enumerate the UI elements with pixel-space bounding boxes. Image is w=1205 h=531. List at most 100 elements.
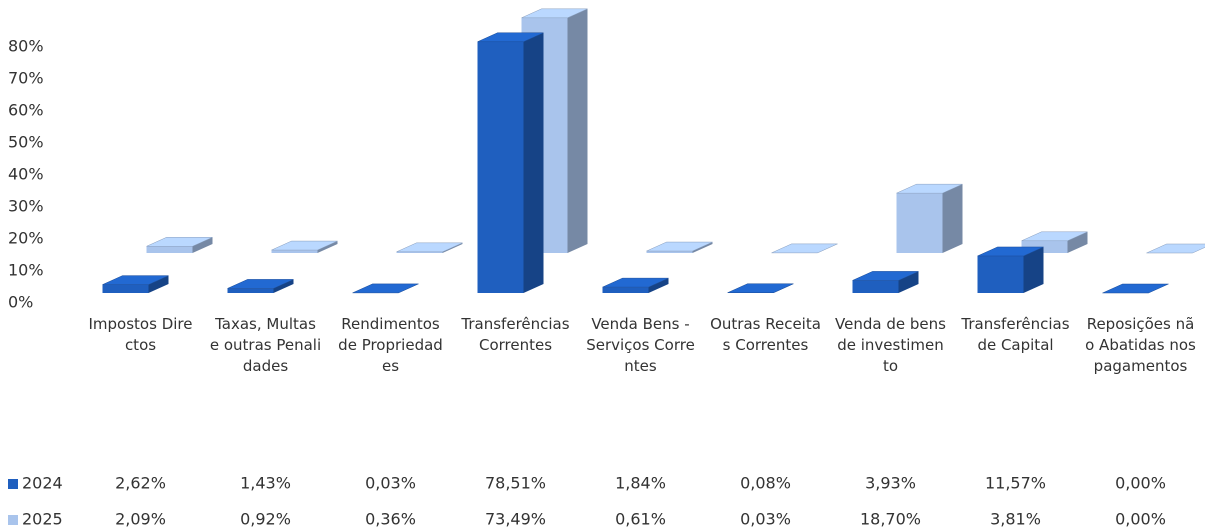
legend-swatch xyxy=(8,479,18,489)
bar-side xyxy=(442,242,463,253)
table-value: 1,43% xyxy=(240,474,291,493)
bar xyxy=(477,32,544,293)
y-tick-label: 40% xyxy=(8,165,44,184)
bar-side xyxy=(1067,231,1088,253)
series-group xyxy=(396,242,463,253)
bar xyxy=(727,283,794,293)
series-group xyxy=(146,237,213,253)
legend-label: 2025 xyxy=(22,510,63,529)
series-group xyxy=(271,240,338,253)
bar-front xyxy=(477,41,524,293)
bar-top xyxy=(602,277,669,288)
series-group xyxy=(227,279,294,293)
table-value: 2,62% xyxy=(115,474,166,493)
x-tick-label: Venda Bens - Serviços Correntes xyxy=(586,315,695,375)
table-value: 0,03% xyxy=(740,510,791,529)
bar xyxy=(602,277,669,293)
x-tick-label: Rendimentos de Propriedades xyxy=(338,315,443,375)
x-tick-label: Transferências de Capital xyxy=(961,315,1070,354)
table-value: 3,93% xyxy=(865,474,916,493)
bar-side xyxy=(148,275,169,293)
series-group xyxy=(1146,243,1205,254)
series-group xyxy=(1102,283,1169,294)
bar-top xyxy=(477,32,544,43)
x-label-box: Venda Bens - Serviços Correntes xyxy=(586,315,695,375)
x-label-box: Venda de bens de investimento xyxy=(835,315,946,375)
x-label-box: Impostos Directos xyxy=(88,315,193,354)
bar-top xyxy=(771,243,838,254)
y-tick-label: 60% xyxy=(8,101,44,120)
bar-front xyxy=(271,250,318,253)
x-label-box: Rendimentos de Propriedades xyxy=(338,315,443,375)
y-tick-label: 20% xyxy=(8,229,44,248)
bar xyxy=(646,241,713,253)
x-tick-label: Taxas, Multas e outras Penalidades xyxy=(209,315,322,375)
bar-top xyxy=(1021,231,1088,242)
bar-side xyxy=(273,279,294,293)
bar-front xyxy=(396,251,443,253)
bar-top xyxy=(727,283,794,293)
bar xyxy=(396,242,463,253)
bar-side xyxy=(523,32,544,293)
bar-side xyxy=(1023,246,1044,293)
bar-front xyxy=(977,255,1024,293)
bar-top xyxy=(521,8,588,19)
series-group xyxy=(977,246,1044,293)
series-group xyxy=(102,275,169,293)
series-group xyxy=(896,183,963,253)
table-value: 73,49% xyxy=(485,510,546,529)
bar xyxy=(771,243,838,254)
bar-front xyxy=(146,246,193,253)
bar-side xyxy=(898,271,919,293)
bar-top xyxy=(396,242,463,253)
bar-side xyxy=(317,241,338,253)
bar-top xyxy=(102,275,169,285)
table-value: 0,92% xyxy=(240,510,291,529)
bar-front xyxy=(602,287,649,293)
x-tick-label: Impostos Directos xyxy=(88,315,193,354)
table-value: 18,70% xyxy=(860,510,921,529)
legend-label: 2024 xyxy=(22,474,63,493)
table-value: 0,08% xyxy=(740,474,791,493)
x-tick-label: Reposições não Abatidas nos pagamentos xyxy=(1085,315,1196,375)
bar xyxy=(852,271,919,293)
bar-front xyxy=(852,280,899,293)
bar-side xyxy=(648,278,669,293)
bar-top xyxy=(1102,283,1169,294)
bar-top xyxy=(227,279,294,289)
bar-side xyxy=(692,242,713,253)
y-tick-label: 50% xyxy=(8,133,44,152)
bar xyxy=(352,283,419,294)
bar-top xyxy=(1146,243,1205,254)
series-group xyxy=(646,241,713,253)
bar-top xyxy=(896,183,963,194)
legend-swatch xyxy=(8,515,18,525)
table-value: 11,57% xyxy=(985,474,1046,493)
bar-top xyxy=(271,240,338,251)
bar-side xyxy=(192,237,213,253)
y-tick-label: 70% xyxy=(8,69,44,88)
bar xyxy=(227,279,294,293)
table-value: 78,51% xyxy=(485,474,546,493)
series-group xyxy=(771,243,838,254)
bar xyxy=(977,246,1044,293)
bar-top xyxy=(852,271,919,281)
bar-side xyxy=(567,8,588,253)
bar-front xyxy=(102,284,149,293)
table-value: 0,36% xyxy=(365,510,416,529)
series-group xyxy=(852,271,919,293)
table-value: 0,00% xyxy=(1115,510,1166,529)
y-tick-label: 30% xyxy=(8,197,44,216)
bar xyxy=(1102,283,1169,294)
bar xyxy=(146,237,213,253)
x-label-box: Transferências de Capital xyxy=(961,315,1070,354)
series-group xyxy=(352,283,419,294)
y-tick-label: 10% xyxy=(8,261,44,280)
table-value: 0,00% xyxy=(1115,474,1166,493)
bar-top xyxy=(352,283,419,294)
x-label-box: Transferências Correntes xyxy=(461,315,569,354)
x-label-box: Reposições não Abatidas nos pagamentos xyxy=(1085,315,1196,375)
x-label-box: Outras Receitas Correntes xyxy=(710,315,821,354)
bar xyxy=(271,240,338,253)
